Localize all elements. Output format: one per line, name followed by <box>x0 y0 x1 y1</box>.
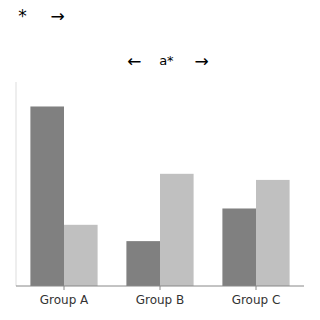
annotation: ← <box>127 51 141 71</box>
annotation: a* <box>159 53 174 68</box>
x-tick <box>256 286 257 290</box>
x-tick-label: Group C <box>232 293 281 307</box>
x-tick-label: Group A <box>40 293 89 307</box>
y-range-line <box>16 82 17 286</box>
bars <box>30 106 289 286</box>
x-tick <box>64 286 65 290</box>
annotation: * <box>18 6 27 26</box>
annotation: → <box>50 6 64 26</box>
annotation: → <box>194 51 208 71</box>
x-tick <box>160 286 161 290</box>
chart: Group A Group B Group C * → ← a* → <box>0 0 320 320</box>
bar <box>126 241 160 286</box>
bar <box>222 208 256 286</box>
bar <box>30 106 64 286</box>
x-tick-label: Group B <box>136 293 185 307</box>
bar <box>256 180 290 286</box>
bar <box>160 174 194 286</box>
bar <box>64 225 98 286</box>
